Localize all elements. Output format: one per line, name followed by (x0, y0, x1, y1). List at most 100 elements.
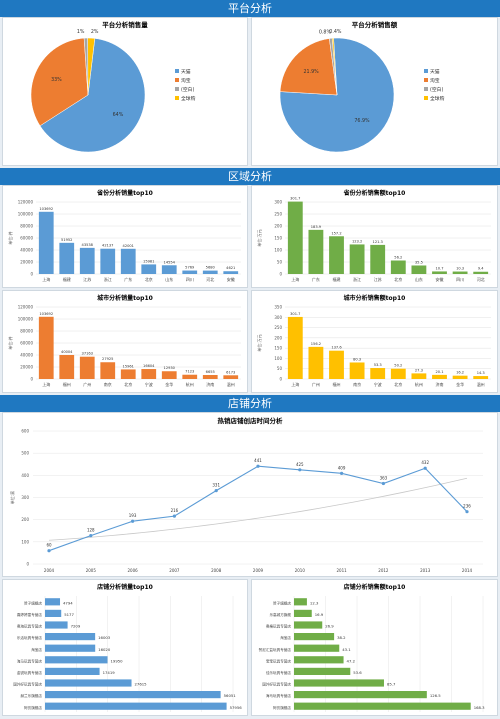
bar (45, 621, 68, 629)
chart-title: 省份分析销量top10 (96, 189, 153, 197)
x-tick-label: 上海 (291, 381, 299, 387)
data-label: 157.2 (331, 231, 341, 235)
x-tick-label: 广州 (312, 381, 320, 387)
y-tick-label: 0 (279, 272, 282, 277)
x-tick-label: 杭州 (415, 381, 423, 387)
trend-line (48, 477, 468, 541)
bar (370, 244, 386, 274)
x-tick-label: 福建 (63, 276, 71, 282)
x-tick-label: 河北 (206, 276, 214, 282)
data-label: 432 (421, 460, 429, 465)
category-label: 奥格玩具专营店 (266, 624, 292, 629)
x-tick-label: 2008 (211, 568, 222, 573)
x-tick-label: 温州 (477, 381, 485, 387)
chart-title: 店铺分析销售额top10 (344, 583, 406, 591)
category-label: 海马玩具专营店 (17, 658, 43, 663)
bar (329, 236, 344, 274)
prov-amt-chart: 省份分析销售额top10 0 50 100 150 200 250 300 单位:万元 301.7… (256, 189, 491, 282)
legend-label: 天猫 (430, 68, 440, 75)
bar (370, 368, 386, 379)
pie-slice (30, 37, 89, 127)
legend-swatch (175, 87, 179, 91)
pie-slice (87, 37, 96, 96)
x-tick-label: 上海 (291, 276, 299, 282)
legend-swatch (175, 96, 179, 100)
data-label: 16.2 (456, 371, 464, 375)
legend-swatch (424, 78, 428, 82)
y-tick-label: 100000 (18, 212, 34, 217)
data-label: 6655 (206, 370, 215, 374)
category-label: 国外好玩具专营店 (262, 682, 291, 687)
chart-title: 城市分析销售额top10 (344, 294, 406, 302)
data-label: 331 (212, 483, 220, 488)
x-tick-label: 杭州 (186, 381, 194, 387)
data-label: 236 (463, 504, 471, 509)
data-label: 35.5 (415, 260, 423, 264)
bar (349, 362, 365, 379)
bar (45, 702, 227, 710)
bar (45, 598, 61, 606)
x-tick-label: 2014 (462, 568, 473, 573)
x-tick-label: 上海 (42, 381, 50, 387)
city-qty-chart: 城市分析销量top10 0 20000 40000 60000 80000 100000 12… (7, 294, 241, 387)
bar (120, 248, 136, 274)
city-amt-chart: 城市分析销售额top10 0 50 100 150 200 250 300 350 单位:万元 30… (256, 294, 491, 387)
bar (294, 691, 427, 699)
legend-label: 淘宝 (430, 77, 440, 84)
category-label: 赞尼汇益玩具专营店 (259, 647, 292, 652)
y-tick-label: 40000 (20, 248, 33, 253)
data-label: 103692 (39, 312, 53, 316)
legend-swatch (424, 96, 428, 100)
x-tick-label: 四川 (456, 277, 464, 282)
x-tick-label: 济南 (206, 381, 214, 387)
bar (45, 667, 100, 675)
data-label: 53.3 (374, 363, 382, 367)
data-point (47, 549, 51, 553)
y-tick-label: 100 (274, 356, 282, 361)
x-tick-label: 江苏 (83, 276, 91, 282)
slice-label: 0.4% (329, 29, 342, 35)
category-label: 奥海玩具专营店 (17, 624, 43, 629)
bar (223, 271, 239, 274)
data-label: 4794 (63, 600, 73, 605)
data-label: 27925 (102, 357, 113, 361)
data-label: 16.9 (315, 612, 324, 617)
slice-label: 64% (113, 112, 124, 118)
category-label: 阿仿旗舰店 (24, 705, 42, 710)
category-label: 乐高城方旗舰 (269, 612, 291, 617)
bar (182, 270, 198, 274)
prov-qty-chart: 省份分析销量top10 0 20000 40000 60000 80000 100000 12… (7, 189, 241, 282)
bar (294, 644, 340, 652)
legend-label: 全球购 (430, 95, 445, 102)
data-label: 6173 (226, 370, 235, 374)
slice-label: 76.9% (354, 118, 370, 124)
y-tick-label: 60000 (20, 341, 33, 346)
data-label: 40004 (61, 350, 73, 354)
category-label: 赞子旗舰店 (273, 600, 291, 605)
x-tick-label: 广州 (83, 381, 91, 387)
chart-title: 店铺分析销量top10 (97, 583, 153, 591)
x-tick-label: 北京 (394, 276, 402, 282)
data-label: 14.3 (477, 371, 485, 375)
data-label: 441 (254, 458, 262, 463)
x-tick-label: 2006 (128, 568, 139, 573)
bar (38, 316, 54, 379)
y-axis-label: 单位:万元 (256, 229, 262, 246)
x-tick-label: 北京 (124, 381, 132, 387)
x-tick-label: 北京 (145, 276, 153, 282)
prov-qty-panel: 省份分析销量top10 0 20000 40000 60000 80000 100000 12… (2, 185, 248, 288)
bar (45, 633, 96, 641)
x-tick-label: 山东 (165, 276, 173, 282)
data-label: 37163 (82, 352, 93, 356)
data-point (340, 471, 344, 475)
bar (390, 368, 406, 379)
legend-swatch (424, 87, 428, 91)
x-tick-label: 2012 (378, 568, 389, 573)
data-label: 15981 (143, 259, 154, 263)
y-axis-label: 单位:件 (7, 231, 13, 244)
data-label: 128 (87, 528, 95, 533)
data-point (298, 468, 302, 472)
bar (308, 346, 324, 379)
data-label: 193 (129, 513, 137, 518)
